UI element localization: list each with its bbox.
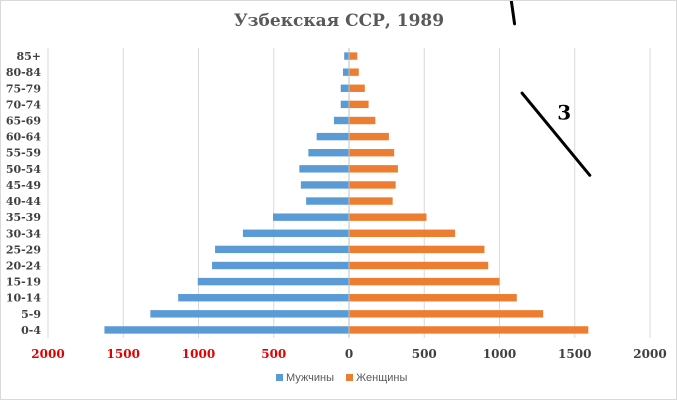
- bar-male: [333, 116, 349, 125]
- annotation-label: 3: [557, 100, 571, 124]
- bar-female: [349, 294, 517, 302]
- legend-swatch: [346, 374, 353, 381]
- bar-female: [349, 261, 489, 270]
- x-tick-label: 2000: [31, 347, 64, 361]
- x-tick-label: 1000: [483, 347, 516, 361]
- x-tick-label: 1500: [107, 347, 140, 361]
- legend-label: Женщины: [356, 372, 407, 384]
- bar-female: [349, 132, 389, 141]
- category-label: 10-14: [6, 292, 42, 305]
- x-tick-label: 500: [261, 347, 286, 361]
- bars: [104, 52, 589, 334]
- category-label: 5-9: [21, 308, 41, 321]
- category-label: 20-24: [6, 260, 42, 273]
- bar-male: [308, 149, 349, 157]
- category-label: 55-59: [6, 147, 41, 160]
- x-tick-label: 500: [412, 347, 437, 361]
- bar-male: [299, 165, 349, 173]
- gridlines: [47, 48, 651, 338]
- bar-female: [349, 52, 358, 60]
- bar-male: [215, 245, 349, 254]
- bar-female: [349, 229, 456, 237]
- axes: 2000 1500 1000 500 0 500 1000 1500 2000 0-4 5-9 10-…: [6, 48, 667, 361]
- category-label: 35-39: [6, 211, 41, 224]
- category-label: 65-69: [6, 115, 41, 128]
- bar-female: [349, 68, 359, 76]
- bar-female: [349, 277, 500, 286]
- category-label: 75-79: [6, 82, 41, 95]
- annotation-line: [509, 1, 517, 26]
- bar-male: [344, 52, 349, 60]
- category-label: 50-54: [6, 163, 42, 176]
- bar-female: [349, 310, 544, 318]
- category-label: 80-84: [6, 66, 42, 79]
- bar-male: [178, 294, 349, 302]
- bar-male: [150, 310, 349, 318]
- x-tick-label: 1500: [558, 347, 591, 361]
- bar-male: [306, 197, 349, 205]
- category-label: 85+: [16, 50, 41, 63]
- bar-female: [349, 100, 369, 109]
- x-tick-label: 2000: [633, 347, 666, 361]
- bar-male: [340, 84, 349, 92]
- bar-male: [300, 181, 349, 189]
- category-label: 30-34: [6, 227, 42, 240]
- bar-male: [212, 261, 349, 270]
- legend-label: Мужчины: [286, 372, 334, 384]
- bar-female: [349, 245, 485, 254]
- legend-swatch: [276, 374, 283, 381]
- bar-female: [349, 326, 589, 334]
- category-label: 25-29: [6, 243, 41, 256]
- annotation-line: [520, 91, 592, 177]
- category-label: 70-74: [6, 98, 42, 111]
- bar-male: [342, 68, 349, 76]
- chart-title: Узбекская ССР, 1989: [234, 11, 444, 31]
- bar-male: [197, 277, 349, 286]
- bar-male: [104, 326, 349, 334]
- annotations: 123: [509, 1, 592, 177]
- bar-male: [272, 213, 349, 221]
- category-label: 60-64: [6, 131, 42, 144]
- category-label: 0-4: [21, 324, 41, 337]
- bar-female: [349, 149, 395, 157]
- category-label: 40-44: [6, 195, 42, 208]
- category-label: 15-19: [6, 276, 41, 289]
- bar-male: [316, 132, 349, 141]
- bar-female: [349, 84, 365, 92]
- legend: Мужчины Женщины: [276, 372, 407, 384]
- x-tick-label: 0: [345, 347, 353, 361]
- bar-female: [349, 116, 376, 125]
- bar-female: [349, 165, 398, 173]
- bar-female: [349, 181, 396, 189]
- bar-female: [349, 197, 393, 205]
- category-label: 45-49: [6, 179, 41, 192]
- x-tick-label: 1000: [182, 347, 215, 361]
- bar-female: [349, 213, 427, 221]
- bar-male: [242, 229, 349, 237]
- bar-male: [340, 100, 349, 109]
